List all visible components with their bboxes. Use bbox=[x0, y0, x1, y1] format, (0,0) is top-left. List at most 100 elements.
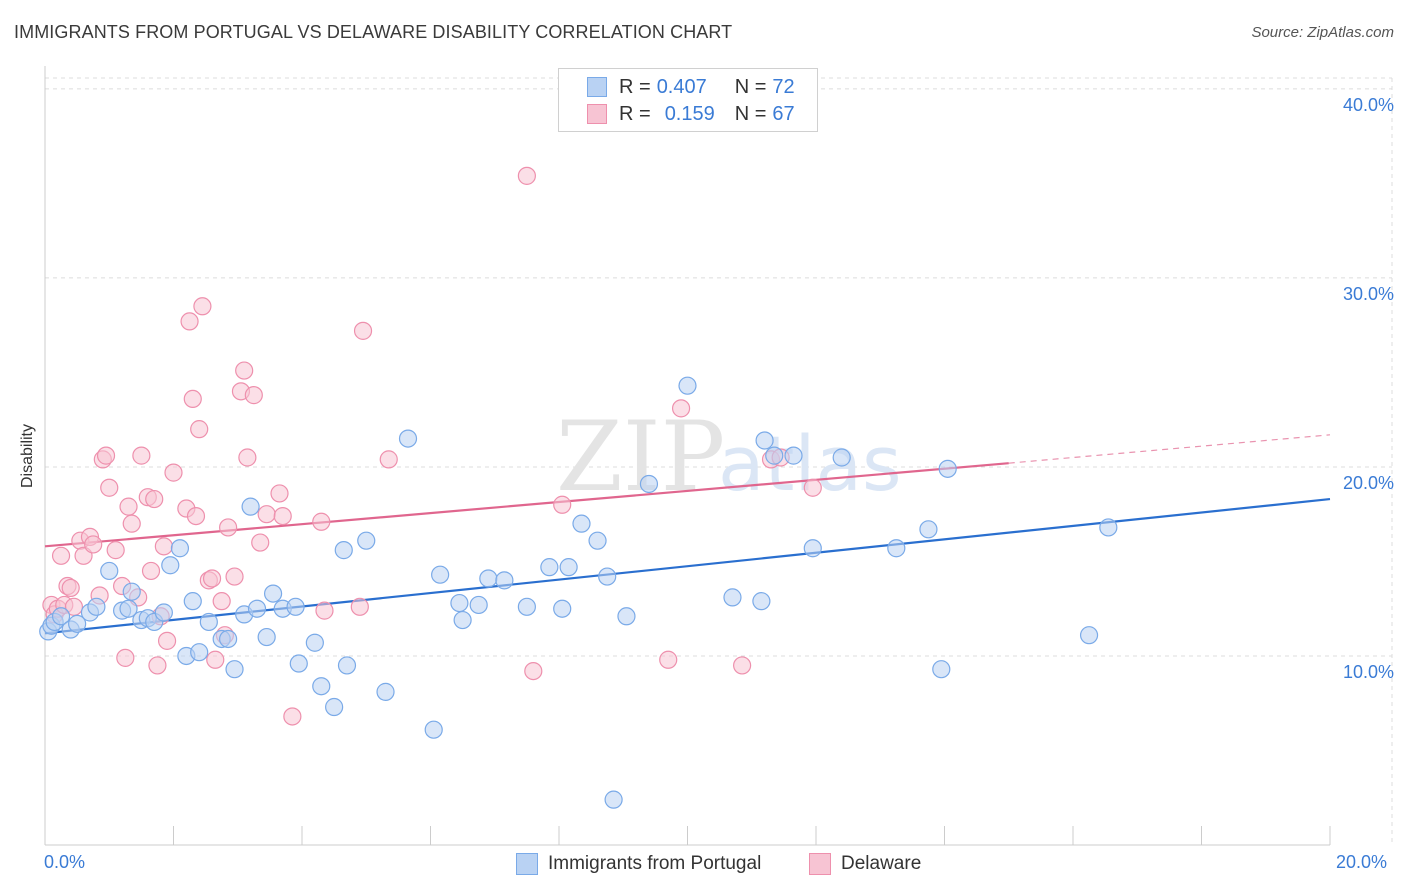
point-portugal bbox=[765, 446, 784, 465]
y-tick-label: 10.0% bbox=[1342, 661, 1394, 682]
point-portugal bbox=[357, 531, 376, 550]
point-portugal bbox=[755, 431, 774, 450]
legend-swatch-delaware bbox=[587, 104, 607, 124]
point-portugal bbox=[263, 584, 283, 603]
point-delaware bbox=[733, 656, 752, 675]
chart-title: IMMIGRANTS FROM PORTUGAL VS DELAWARE DIS… bbox=[14, 22, 733, 42]
point-portugal bbox=[1099, 518, 1118, 537]
point-delaware bbox=[257, 505, 276, 524]
point-portugal bbox=[453, 610, 472, 630]
bottom-swatch-portugal bbox=[516, 853, 538, 875]
point-portugal bbox=[376, 682, 395, 701]
point-portugal bbox=[604, 790, 623, 809]
r-label: R = bbox=[619, 102, 651, 125]
point-portugal bbox=[553, 599, 572, 618]
point-delaware bbox=[119, 497, 138, 516]
point-portugal bbox=[312, 677, 331, 696]
point-delaware bbox=[96, 446, 116, 465]
point-delaware bbox=[283, 707, 302, 726]
point-delaware bbox=[193, 297, 212, 316]
point-portugal bbox=[87, 597, 106, 616]
point-portugal bbox=[219, 629, 238, 649]
point-delaware bbox=[238, 448, 257, 467]
bottom-label-delaware: Delaware bbox=[841, 853, 922, 874]
point-portugal bbox=[161, 556, 180, 575]
point-portugal bbox=[832, 448, 851, 467]
points-delaware bbox=[42, 166, 822, 726]
point-delaware bbox=[803, 478, 822, 497]
points-portugal bbox=[39, 376, 1118, 809]
point-portugal bbox=[517, 597, 536, 616]
point-portugal bbox=[469, 595, 488, 615]
bottom-legend-delaware: Delaware bbox=[809, 852, 921, 876]
stats-legend: R = 0.407 N = 72 R = 0.159 N = 67 bbox=[558, 68, 818, 132]
point-portugal bbox=[100, 561, 119, 581]
point-delaware bbox=[164, 463, 183, 482]
point-portugal bbox=[932, 660, 951, 679]
point-portugal bbox=[257, 627, 276, 647]
point-delaware bbox=[190, 420, 209, 439]
point-portugal bbox=[588, 531, 607, 550]
point-portugal bbox=[199, 612, 218, 632]
point-portugal bbox=[919, 520, 938, 539]
point-portugal bbox=[68, 614, 87, 633]
point-portugal bbox=[723, 588, 742, 607]
point-portugal bbox=[617, 607, 636, 626]
point-delaware bbox=[212, 592, 231, 611]
point-portugal bbox=[289, 654, 308, 673]
point-portugal bbox=[286, 597, 305, 616]
point-delaware bbox=[141, 561, 161, 581]
point-delaware bbox=[106, 541, 125, 560]
point-portugal bbox=[559, 558, 578, 577]
point-portugal bbox=[887, 539, 906, 558]
point-delaware bbox=[219, 518, 238, 537]
point-portugal bbox=[938, 459, 957, 478]
point-portugal bbox=[122, 582, 141, 601]
point-portugal bbox=[803, 539, 822, 558]
point-portugal bbox=[241, 497, 260, 516]
point-delaware bbox=[186, 506, 206, 526]
point-delaware bbox=[132, 446, 151, 465]
point-delaware bbox=[273, 506, 292, 526]
r-value-delaware: 0.159 bbox=[664, 102, 715, 125]
point-delaware bbox=[315, 601, 334, 620]
n-value-portugal: 72 bbox=[772, 75, 795, 98]
point-portugal bbox=[479, 569, 498, 588]
trendline-dashed bbox=[1008, 434, 1331, 464]
point-delaware bbox=[350, 597, 369, 616]
source-credit: Source: ZipAtlas.com bbox=[1251, 24, 1394, 41]
point-portugal bbox=[334, 541, 353, 560]
n-label: N = bbox=[734, 75, 767, 98]
point-delaware bbox=[145, 489, 164, 509]
point-delaware bbox=[61, 578, 80, 598]
point-portugal bbox=[572, 514, 591, 533]
point-delaware bbox=[154, 537, 173, 556]
point-portugal bbox=[170, 539, 190, 558]
watermark-text: ZIP bbox=[556, 401, 725, 513]
point-delaware bbox=[312, 512, 331, 531]
n-label: N = bbox=[734, 102, 767, 125]
point-delaware bbox=[157, 631, 177, 650]
point-delaware bbox=[235, 361, 254, 380]
point-portugal bbox=[225, 660, 244, 679]
y-tick-label: 20.0% bbox=[1342, 472, 1394, 493]
point-delaware bbox=[183, 389, 202, 409]
legend-row-delaware: R = 0.159 N = 67 bbox=[587, 102, 795, 126]
point-portugal bbox=[1079, 626, 1099, 645]
n-value-delaware: 67 bbox=[772, 102, 795, 125]
y-axis-label: Disability bbox=[19, 423, 36, 489]
x-tick-min: 0.0% bbox=[44, 852, 86, 872]
point-delaware bbox=[251, 533, 270, 552]
point-portugal bbox=[51, 607, 71, 626]
point-delaware bbox=[116, 648, 135, 667]
legend-swatch-portugal bbox=[587, 77, 607, 97]
y-tick-label: 40.0% bbox=[1342, 94, 1394, 115]
axes bbox=[44, 66, 1331, 846]
point-portugal bbox=[183, 592, 202, 611]
bottom-swatch-delaware bbox=[809, 853, 831, 875]
bottom-legend-portugal: Immigrants from Portugal bbox=[516, 852, 761, 876]
point-delaware bbox=[659, 650, 678, 669]
point-delaware bbox=[353, 321, 373, 340]
point-delaware bbox=[180, 312, 199, 331]
point-portugal bbox=[190, 643, 209, 662]
